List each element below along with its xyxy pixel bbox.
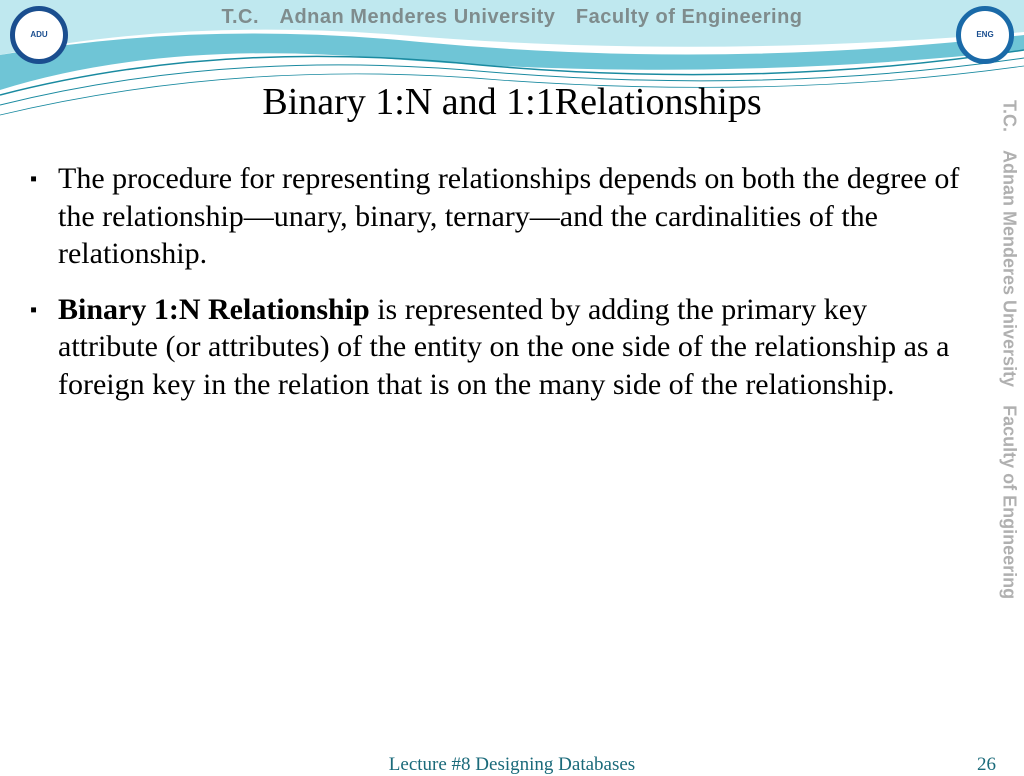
- footer-page-number: 26: [977, 754, 996, 776]
- logo-left-abbrev: ADU: [30, 31, 47, 39]
- logo-right-abbrev: ENG: [976, 31, 993, 39]
- bullet-marker-icon: ▪: [30, 291, 58, 404]
- university-logo-icon: ADU: [10, 6, 68, 64]
- faculty-logo-icon: ENG: [956, 6, 1014, 64]
- bullet-bold-lead: Binary 1:N Relationship: [58, 293, 370, 326]
- bullet-marker-icon: ▪: [30, 160, 58, 273]
- slide-title: Binary 1:N and 1:1Relationships: [0, 80, 1024, 124]
- header-institution-text: T.C. Adnan Menderes University Faculty o…: [0, 6, 1024, 29]
- bullet-text: Binary 1:N Relationship is represented b…: [58, 291, 970, 404]
- bullet-text: The procedure for representing relations…: [58, 160, 970, 273]
- bullet-item: ▪ The procedure for representing relatio…: [30, 160, 970, 273]
- bullet-item: ▪ Binary 1:N Relationship is represented…: [30, 291, 970, 404]
- footer-lecture-title: Lecture #8 Designing Databases: [0, 754, 1024, 776]
- slide-content: ▪ The procedure for representing relatio…: [30, 160, 970, 421]
- header-banner: T.C. Adnan Menderes University Faculty o…: [0, 0, 1024, 80]
- side-institution-text: T.C. Adnan Menderes University Faculty o…: [994, 90, 1024, 710]
